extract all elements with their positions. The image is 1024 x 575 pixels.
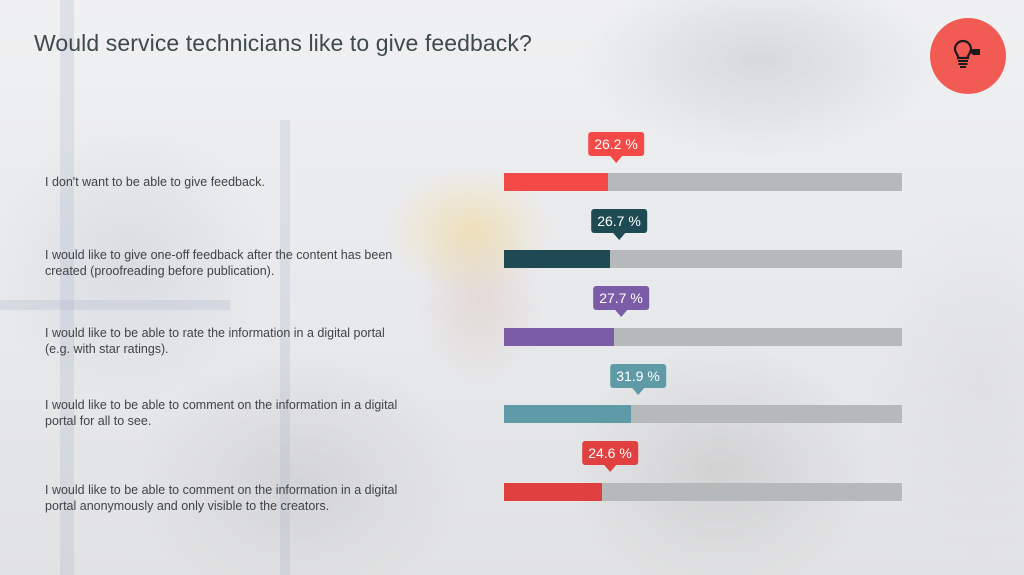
- row-label: I would like to give one-off feedback af…: [45, 247, 465, 279]
- row-label-line: I would like to be able to rate the info…: [45, 326, 385, 340]
- value-tooltip: 24.6 %: [582, 441, 638, 465]
- row-label-line: I would like to be able to comment on th…: [45, 398, 398, 412]
- background-pipe: [0, 300, 230, 310]
- slide-title: Would service technicians like to give f…: [34, 30, 532, 56]
- row-label-line: I would like to be able to comment on th…: [45, 483, 398, 497]
- lightbulb-tag-icon: [953, 39, 980, 68]
- bar-fill: [504, 173, 609, 191]
- row-label: I would like to be able to comment on th…: [45, 397, 465, 429]
- value-tooltip: 27.7 %: [593, 286, 649, 310]
- bar-track: [504, 483, 902, 501]
- row-label-line: I don't want to be able to give feedback…: [45, 175, 265, 189]
- value-tooltip: 26.2 %: [588, 132, 644, 156]
- bar-fill: [504, 483, 602, 501]
- row-label-line: portal for all to see.: [45, 414, 152, 428]
- bar-track: [504, 173, 902, 191]
- logo-badge: [930, 18, 1006, 94]
- row-label-line: created (proofreading before publication…: [45, 264, 275, 278]
- row-label: I would like to be able to comment on th…: [45, 482, 465, 514]
- bar-track: [504, 405, 902, 423]
- row-label-line: I would like to give one-off feedback af…: [45, 248, 393, 262]
- background-pipe: [60, 0, 74, 575]
- row-label: I don't want to be able to give feedback…: [45, 174, 465, 190]
- value-tooltip: 26.7 %: [591, 209, 647, 233]
- bar-fill: [504, 250, 611, 268]
- row-label: I would like to be able to rate the info…: [45, 325, 465, 357]
- bar-fill: [504, 405, 631, 423]
- bar-fill: [504, 328, 615, 346]
- bar-track: [504, 250, 902, 268]
- value-tooltip: 31.9 %: [610, 364, 666, 388]
- row-label-line: portal anonymously and only visible to t…: [45, 499, 330, 513]
- bar-track: [504, 328, 902, 346]
- background-pipe: [280, 120, 290, 575]
- row-label-line: (e.g. with star ratings).: [45, 342, 169, 356]
